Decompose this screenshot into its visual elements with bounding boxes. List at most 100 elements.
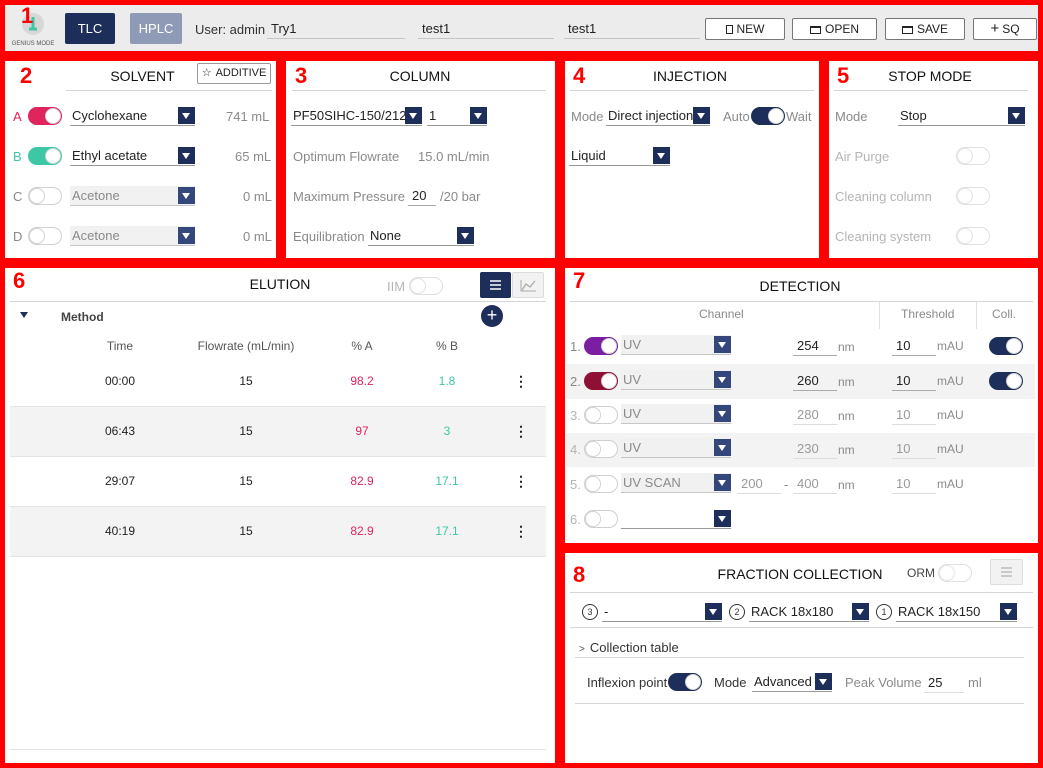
row-flowrate: 15 <box>239 524 253 538</box>
nm-unit: nm <box>838 409 855 423</box>
channel-4-threshold[interactable]: 10 <box>892 439 936 459</box>
channel-2-threshold[interactable]: 10 <box>892 371 936 391</box>
channel-1-type-select[interactable]: UV <box>621 335 731 355</box>
kebab-menu-icon[interactable]: ⋮ <box>514 523 528 539</box>
chevron-down-icon <box>457 227 474 244</box>
cleaning-system-toggle[interactable] <box>956 227 990 245</box>
channel-5-wavelength-to[interactable]: 400 <box>793 474 837 494</box>
channel-1-threshold[interactable]: 10 <box>892 336 936 356</box>
kebab-menu-icon[interactable]: ⋮ <box>514 373 528 389</box>
auto-wait-toggle[interactable] <box>751 107 785 125</box>
row-time: 00:00 <box>104 374 136 388</box>
rack-1-select[interactable]: RACK 18x150 <box>896 602 1017 622</box>
channel-2-wavelength[interactable]: 260 <box>793 371 837 391</box>
table-row[interactable]: 29:07 15 82.9 17.1 ⋮ <box>10 457 546 507</box>
solvent-c-select[interactable]: Acetone <box>70 186 195 206</box>
graph-view-button[interactable] <box>512 272 544 298</box>
method-collapse-icon[interactable] <box>20 312 28 318</box>
injection-title: INJECTION <box>653 68 727 84</box>
chevron-down-icon <box>653 147 670 164</box>
channel-1-wavelength[interactable]: 254 <box>793 336 837 356</box>
header-field-2[interactable]: test1 <box>418 19 554 39</box>
channel-5-threshold[interactable]: 10 <box>892 474 936 494</box>
channel-type-value: UV SCAN <box>623 475 681 490</box>
max-pressure-input[interactable]: 20 <box>408 186 436 206</box>
table-row[interactable]: 06:43 15 97 3 ⋮ <box>10 407 546 457</box>
channel-3-toggle[interactable] <box>584 406 618 424</box>
plus-icon: + <box>990 20 1000 37</box>
inflexion-point-toggle[interactable] <box>668 673 702 691</box>
channel-3-threshold[interactable]: 10 <box>892 405 936 425</box>
channel-4-wavelength[interactable]: 230 <box>793 439 837 459</box>
channel-4-toggle[interactable] <box>584 440 618 458</box>
tab-tlc[interactable]: TLC <box>65 13 115 44</box>
orm-toggle[interactable] <box>938 564 972 582</box>
channel-6-toggle[interactable] <box>584 510 618 528</box>
additive-button[interactable]: ☆ ADDITIVE <box>197 63 271 84</box>
detection-channel-2: 2. UV 260 nm 10 mAU <box>566 364 1035 399</box>
solvent-b-toggle[interactable] <box>28 147 62 165</box>
chevron-down-icon <box>1000 603 1017 620</box>
channel-2-collect-toggle[interactable] <box>989 372 1023 390</box>
channel-5-wavelength-from[interactable]: 200 <box>737 474 781 494</box>
optimum-flowrate-value: 15.0 mL/min <box>418 149 490 164</box>
solvent-d-volume: 0 mL <box>243 229 272 244</box>
genius-mode-logo[interactable]: GENIUS MODE <box>9 8 57 52</box>
project-field[interactable]: Try1 <box>267 19 405 39</box>
cleaning-column-toggle[interactable] <box>956 187 990 205</box>
fraction-mode-select[interactable]: Advanced <box>752 672 832 692</box>
channel-1-collect-toggle[interactable] <box>989 337 1023 355</box>
channel-6-type-select[interactable] <box>621 509 731 529</box>
injection-type-select[interactable]: Liquid <box>569 146 670 166</box>
channel-5-type-select[interactable]: UV SCAN <box>621 473 731 493</box>
channel-1-toggle[interactable] <box>584 337 618 355</box>
solvent-a-toggle[interactable] <box>28 107 62 125</box>
injection-mode-label: Mode <box>571 109 604 124</box>
kebab-menu-icon[interactable]: ⋮ <box>514 473 528 489</box>
table-row[interactable]: 00:00 15 98.2 1.8 ⋮ <box>10 357 546 407</box>
equilibration-select[interactable]: None <box>368 226 474 246</box>
header-field-3[interactable]: test1 <box>564 19 700 39</box>
channel-4-type-select[interactable]: UV <box>621 438 731 458</box>
channel-3-wavelength[interactable]: 280 <box>793 405 837 425</box>
new-button[interactable]: NEW <box>705 18 785 40</box>
injection-mode-select[interactable]: Direct injection <box>606 106 710 126</box>
rack-2-select[interactable]: RACK 18x180 <box>749 602 869 622</box>
additive-label: ADDITIVE <box>215 67 267 79</box>
channel-2-toggle[interactable] <box>584 372 618 390</box>
column-count-select[interactable]: 1 <box>427 106 487 126</box>
iim-toggle[interactable] <box>409 277 443 295</box>
add-step-button[interactable]: + <box>481 305 503 327</box>
table-view-button[interactable] <box>480 272 511 298</box>
method-label: Method <box>61 310 104 324</box>
channel-type-value: UV <box>623 406 642 421</box>
solvent-c-toggle[interactable] <box>28 187 62 205</box>
save-button[interactable]: SAVE <box>885 18 965 40</box>
peak-volume-input[interactable]: 25 <box>924 673 964 693</box>
air-purge-toggle[interactable] <box>956 147 990 165</box>
fraction-menu-button[interactable] <box>990 559 1023 585</box>
solvent-d-select[interactable]: Acetone <box>70 226 195 246</box>
kebab-menu-icon[interactable]: ⋮ <box>514 423 528 439</box>
channel-3-type-select[interactable]: UV <box>621 404 731 424</box>
new-button-label: NEW <box>736 22 765 36</box>
column-model-select[interactable]: PF50SIHC-150/212 <box>291 106 422 126</box>
auto-label: Auto <box>723 109 750 124</box>
table-row[interactable]: 40:19 15 82.9 17.1 ⋮ <box>10 507 546 557</box>
collection-table-toggle[interactable]: > Collection table <box>579 640 719 656</box>
solvent-b-select[interactable]: Ethyl acetate <box>70 146 195 166</box>
rack-3-select[interactable]: - <box>602 602 722 622</box>
channel-index: 3. <box>570 408 581 423</box>
row-percent-b: 1.8 <box>438 374 456 388</box>
marker-2: 2 <box>20 63 33 88</box>
channel-5-toggle[interactable] <box>584 475 618 493</box>
cleaning-system-label: Cleaning system <box>835 229 932 244</box>
open-button[interactable]: OPEN <box>792 18 877 40</box>
sq-button[interactable]: + SQ <box>973 18 1037 40</box>
flask-icon <box>22 13 44 35</box>
solvent-a-select[interactable]: Cyclohexane <box>70 106 195 126</box>
solvent-d-toggle[interactable] <box>28 227 62 245</box>
channel-2-type-select[interactable]: UV <box>621 370 731 390</box>
stop-mode-select[interactable]: Stop <box>898 106 1025 126</box>
tab-hplc[interactable]: HPLC <box>130 13 182 44</box>
